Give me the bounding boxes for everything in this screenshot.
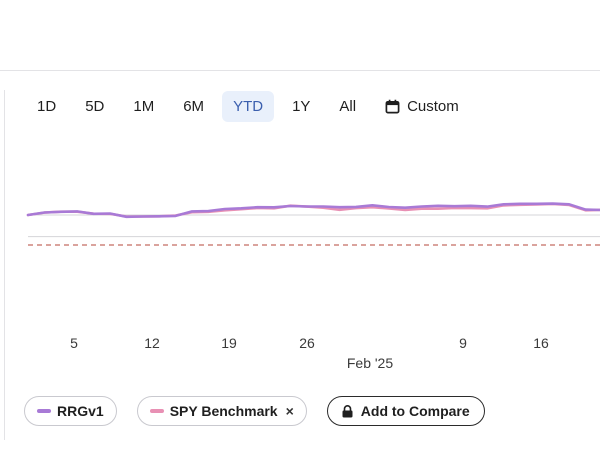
range-ytd-button[interactable]: YTD <box>222 91 275 122</box>
performance-chart: 5 12 19 26 9 16 Feb '25 <box>26 202 600 371</box>
close-icon[interactable]: × <box>285 403 294 419</box>
rrgv1-label: RRGv1 <box>57 403 104 419</box>
x-tick-label: 12 <box>144 335 160 351</box>
series-line-rrgv1 <box>26 202 600 219</box>
calendar-icon <box>385 99 400 114</box>
legend: RRGv1 SPY Benchmark × Add to Compare <box>24 396 485 426</box>
custom-range-button[interactable]: Custom <box>374 91 470 122</box>
month-label: Feb '25 <box>347 355 393 371</box>
x-tick-label: 16 <box>533 335 549 351</box>
x-tick-label: 26 <box>299 335 315 351</box>
range-1d-button[interactable]: 1D <box>37 98 57 115</box>
range-1m-button[interactable]: 1M <box>133 98 155 115</box>
x-tick-label: 9 <box>459 335 467 351</box>
time-range-selector: 1D 5D 1M 6M YTD 1Y All Custom <box>26 91 477 122</box>
x-tick-label: 19 <box>221 335 237 351</box>
lock-icon <box>342 404 353 417</box>
add-to-compare-button[interactable]: Add to Compare <box>326 396 485 426</box>
range-1y-button[interactable]: 1Y <box>292 98 311 115</box>
rrgv1-swatch <box>37 409 51 413</box>
top-divider <box>0 70 600 71</box>
custom-range-label: Custom <box>407 98 459 115</box>
left-divider <box>4 90 5 440</box>
range-all-button[interactable]: All <box>339 98 357 115</box>
legend-chip-rrgv1[interactable]: RRGv1 <box>24 396 117 426</box>
x-axis-ticks: 5 12 19 26 9 16 Feb '25 <box>70 335 549 371</box>
range-6m-button[interactable]: 6M <box>183 98 205 115</box>
legend-chip-spy-benchmark[interactable]: SPY Benchmark × <box>136 396 307 426</box>
series-lines <box>26 202 600 219</box>
add-to-compare-label: Add to Compare <box>360 403 470 419</box>
reference-lines <box>28 214 600 246</box>
x-tick-label: 5 <box>70 335 78 351</box>
spy-benchmark-label: SPY Benchmark <box>169 403 278 419</box>
range-5d-button[interactable]: 5D <box>85 98 105 115</box>
spy-benchmark-swatch <box>149 409 164 413</box>
